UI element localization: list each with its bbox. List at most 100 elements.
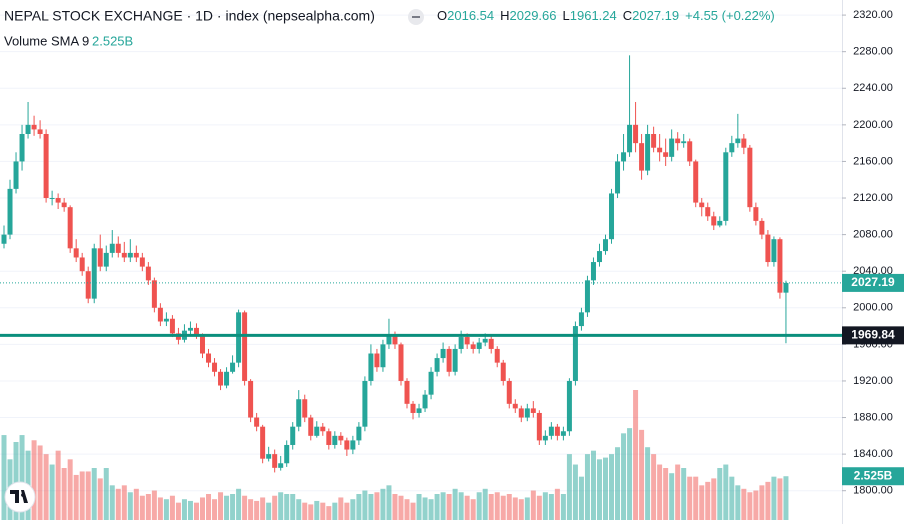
candle-body bbox=[440, 348, 446, 359]
volume-bar bbox=[699, 485, 705, 520]
y-tick-label: 2320.00 bbox=[853, 9, 893, 21]
chart-title: NEPAL STOCK EXCHANGE · 1D · index (nepse… bbox=[4, 8, 375, 24]
volume-bar bbox=[326, 506, 332, 520]
volume-bar bbox=[368, 494, 374, 520]
candle-body bbox=[133, 252, 139, 258]
candle-body bbox=[494, 348, 500, 363]
candle-body bbox=[7, 188, 13, 235]
candle-body bbox=[230, 362, 236, 372]
candle-body bbox=[687, 141, 693, 162]
candle-body bbox=[735, 138, 741, 144]
y-tick-label: 1880.00 bbox=[853, 411, 893, 423]
candle-body bbox=[380, 344, 386, 368]
volume-bar bbox=[61, 468, 67, 520]
candle-body bbox=[621, 152, 627, 162]
candle-body bbox=[596, 251, 602, 263]
candle-body bbox=[386, 335, 392, 345]
volume-bar bbox=[572, 464, 578, 520]
candle-body bbox=[242, 312, 248, 381]
candle-body bbox=[127, 252, 133, 258]
volume-bar bbox=[464, 495, 470, 520]
volume-bar bbox=[320, 502, 326, 520]
candle-body bbox=[416, 408, 422, 413]
volume-bar bbox=[410, 502, 416, 520]
volume-bar bbox=[1, 435, 7, 520]
candle-body bbox=[308, 417, 314, 436]
last-price-badge bbox=[842, 273, 904, 292]
volume-legend: Volume SMA 9 bbox=[4, 33, 89, 48]
volume-bar bbox=[735, 485, 741, 520]
candle-body bbox=[578, 312, 584, 327]
volume-bar bbox=[266, 502, 272, 520]
candle-body bbox=[85, 271, 91, 299]
candle-body bbox=[332, 435, 338, 445]
volume-bar bbox=[218, 492, 224, 520]
volume-bar bbox=[560, 494, 566, 520]
candle-body bbox=[25, 124, 31, 134]
candle-body bbox=[452, 348, 458, 372]
volume-bar bbox=[145, 494, 151, 520]
candle-body bbox=[121, 252, 127, 258]
candle-body bbox=[326, 431, 332, 445]
candle-body bbox=[530, 408, 536, 413]
volume-bar bbox=[488, 494, 494, 520]
candle-body bbox=[609, 193, 615, 240]
volume-bar bbox=[759, 485, 765, 520]
candle-body bbox=[464, 337, 470, 345]
volume-bar bbox=[771, 476, 777, 520]
volume-bar bbox=[109, 485, 115, 520]
volume-bar bbox=[139, 495, 145, 520]
candle-body bbox=[350, 440, 356, 450]
candle-body bbox=[1, 234, 7, 244]
legend-button-icon bbox=[412, 16, 420, 18]
candle-body bbox=[248, 380, 254, 418]
volume-bar bbox=[199, 497, 205, 520]
volume-bar bbox=[603, 457, 608, 520]
candle-body bbox=[566, 380, 572, 432]
volume-bar bbox=[386, 485, 392, 520]
volume-bar bbox=[296, 499, 302, 520]
candle-body bbox=[338, 435, 344, 441]
volume-bar bbox=[506, 494, 512, 520]
candle-body bbox=[55, 198, 61, 203]
ohlc-prefix: L bbox=[563, 8, 570, 23]
volume-legend-value: 2.525B bbox=[92, 33, 133, 48]
candle-body bbox=[458, 337, 464, 349]
volume-bar bbox=[290, 494, 296, 520]
volume-bar bbox=[187, 500, 193, 520]
candle-body bbox=[434, 358, 440, 372]
candle-body bbox=[109, 243, 115, 253]
volume-bar bbox=[615, 447, 621, 520]
volume-pane bbox=[1, 390, 789, 520]
volume-bar bbox=[681, 468, 687, 520]
candle-body bbox=[651, 133, 657, 148]
y-tick-label: 2280.00 bbox=[853, 46, 893, 58]
candle-body bbox=[681, 141, 687, 144]
volume-bar bbox=[332, 502, 338, 520]
volume-bar bbox=[157, 497, 163, 520]
volume-bar bbox=[530, 490, 536, 520]
y-tick-label: 2080.00 bbox=[853, 229, 893, 241]
candle-body bbox=[693, 161, 699, 203]
ohlc-prefix: O bbox=[437, 8, 447, 23]
ohlc-prefix: H bbox=[500, 8, 509, 23]
candle-body bbox=[97, 248, 103, 267]
y-tick-label: 2240.00 bbox=[853, 82, 893, 94]
candles bbox=[1, 55, 789, 473]
volume-bar bbox=[308, 504, 314, 520]
volume-bar bbox=[621, 433, 627, 520]
candle-body bbox=[663, 152, 669, 157]
volume-bar bbox=[55, 450, 61, 520]
candle-body bbox=[675, 138, 681, 144]
volume-bar bbox=[133, 488, 139, 520]
volume-bar bbox=[242, 495, 248, 520]
candle-body bbox=[145, 266, 151, 281]
candle-body bbox=[169, 318, 175, 334]
candle-body bbox=[705, 207, 711, 217]
candle-body bbox=[783, 282, 789, 293]
candle-body bbox=[199, 335, 205, 354]
volume-bar bbox=[566, 454, 572, 520]
volume-badge-label: 2.525B bbox=[854, 468, 893, 482]
volume-bar bbox=[669, 473, 675, 520]
candle-body bbox=[284, 444, 290, 464]
